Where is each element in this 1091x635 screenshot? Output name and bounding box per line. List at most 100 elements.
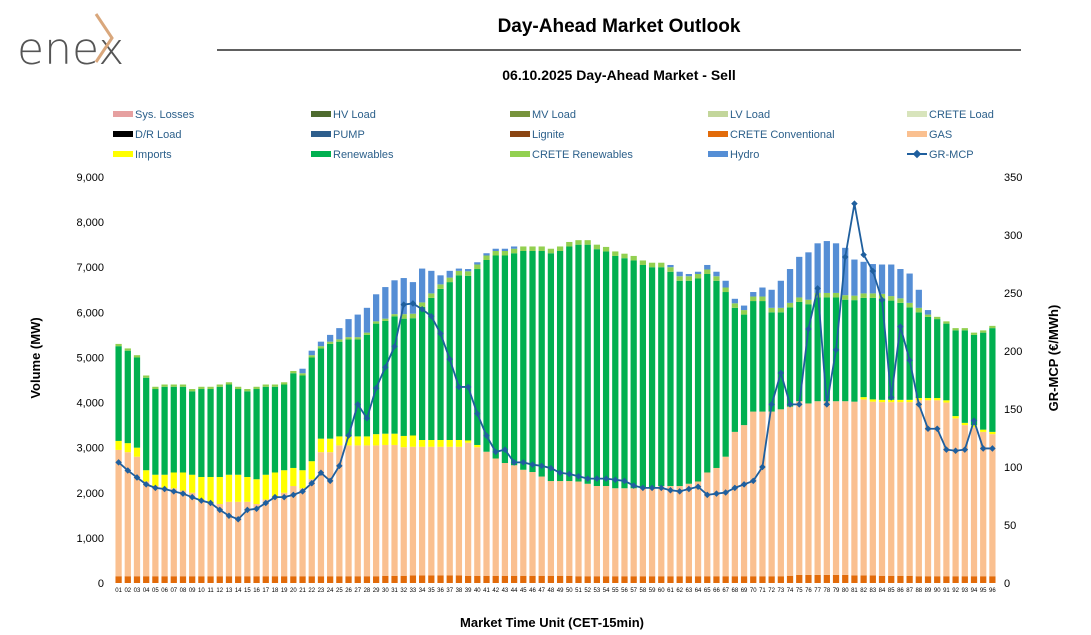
mcp-point xyxy=(308,479,316,487)
bar-segment xyxy=(492,458,499,576)
bar-segment xyxy=(133,355,141,358)
y2-tick-label: 150 xyxy=(1004,404,1022,416)
bar-segment xyxy=(915,398,922,401)
x-tick-label: 57 xyxy=(630,588,637,594)
bar-segment xyxy=(400,575,407,583)
y2-tick-label: 200 xyxy=(1004,346,1022,358)
bar-segment xyxy=(648,488,656,577)
bar-segment xyxy=(722,456,729,577)
x-tick-label: 61 xyxy=(667,588,674,594)
bar-segment xyxy=(989,328,996,432)
bar-segment xyxy=(639,260,646,265)
bar-segment xyxy=(878,402,886,576)
mcp-point xyxy=(979,445,987,452)
bar-segment xyxy=(464,269,472,272)
bar-segment xyxy=(189,576,196,583)
legend-label: CRETE Renewables xyxy=(532,149,633,161)
bar-segment xyxy=(400,318,407,436)
bar-segment xyxy=(235,501,242,577)
bar-segment xyxy=(455,275,463,440)
bar-segment xyxy=(419,306,426,440)
legend-swatch xyxy=(311,111,331,117)
bar-segment xyxy=(538,250,545,477)
legend-label: MV Load xyxy=(532,109,576,121)
bar-segment xyxy=(281,470,288,493)
bar-segment xyxy=(327,334,334,342)
bar-segment xyxy=(980,330,987,333)
bar-segment xyxy=(133,357,141,448)
x-tick-label: 89 xyxy=(925,588,932,594)
bar-segment xyxy=(281,382,288,385)
bar-segment xyxy=(694,481,702,577)
x-tick-label: 72 xyxy=(768,588,775,594)
mcp-point xyxy=(952,447,959,455)
legend-item: CRETE Renewables xyxy=(510,149,633,161)
bar-segment xyxy=(685,276,692,281)
x-tick-label: 33 xyxy=(410,588,417,594)
bar-segment xyxy=(823,574,830,583)
y-axis-label: Volume (MW) xyxy=(28,317,43,398)
bar-segment xyxy=(363,445,371,577)
x-tick-label: 85 xyxy=(888,588,895,594)
bar-segment xyxy=(464,271,472,276)
mcp-point xyxy=(207,499,214,507)
bar-segment xyxy=(207,386,214,390)
bar-segment xyxy=(722,292,729,457)
bar-segment xyxy=(823,297,830,402)
bar-segment xyxy=(161,474,168,489)
mcp-point xyxy=(290,491,297,499)
bar-segment xyxy=(961,576,968,583)
bar-segment xyxy=(152,389,159,475)
y-tick-label: 0 xyxy=(98,578,104,590)
bar-segment xyxy=(888,296,895,301)
bar-segment xyxy=(474,269,481,445)
mcp-point xyxy=(142,481,150,488)
bar-segment xyxy=(446,440,453,447)
bar-segment xyxy=(538,575,545,583)
bar-segment xyxy=(869,399,876,402)
mcp-point xyxy=(584,475,591,482)
bar-segment xyxy=(796,401,803,575)
bar-segment xyxy=(832,292,840,298)
bar-segment xyxy=(750,576,757,583)
bar-segment xyxy=(538,246,545,251)
bar-segment xyxy=(216,504,223,577)
x-tick-label: 29 xyxy=(373,588,380,594)
bar-segment xyxy=(667,486,674,577)
bar-segment xyxy=(428,270,435,294)
bar-segment xyxy=(464,575,472,583)
bar-segment xyxy=(299,375,306,471)
bar-segment xyxy=(115,576,122,583)
logo-text: enex xyxy=(17,24,124,75)
bar-segment xyxy=(658,262,665,268)
bar-segment xyxy=(832,243,840,293)
bar-segment xyxy=(924,316,932,399)
bar-segment xyxy=(805,299,812,305)
bar-segment xyxy=(952,418,959,577)
bar-segment xyxy=(989,434,996,577)
x-tick-label: 07 xyxy=(170,588,177,594)
mcp-point xyxy=(814,285,821,292)
bar-segment xyxy=(483,575,490,583)
bar-segment xyxy=(455,270,463,276)
x-tick-label: 95 xyxy=(980,588,987,594)
bar-segment xyxy=(722,280,729,288)
x-tick-label: 08 xyxy=(180,588,187,594)
bar-segment xyxy=(566,241,573,247)
x-tick-label: 69 xyxy=(741,588,748,594)
bar-segment xyxy=(759,411,766,577)
bar-segment xyxy=(170,576,177,583)
bar-segment xyxy=(428,440,435,447)
bar-segment xyxy=(189,391,196,475)
mcp-point xyxy=(906,357,913,364)
x-tick-label: 77 xyxy=(814,588,821,594)
mcp-point xyxy=(538,462,545,470)
mcp-point xyxy=(805,325,812,333)
bar-segment xyxy=(336,445,343,577)
bar-segment xyxy=(437,575,444,583)
bar-segment xyxy=(888,402,895,576)
bar-segment xyxy=(520,250,527,470)
bar-segment xyxy=(648,576,656,583)
bar-segment xyxy=(897,302,904,400)
bar-segment xyxy=(952,416,959,419)
